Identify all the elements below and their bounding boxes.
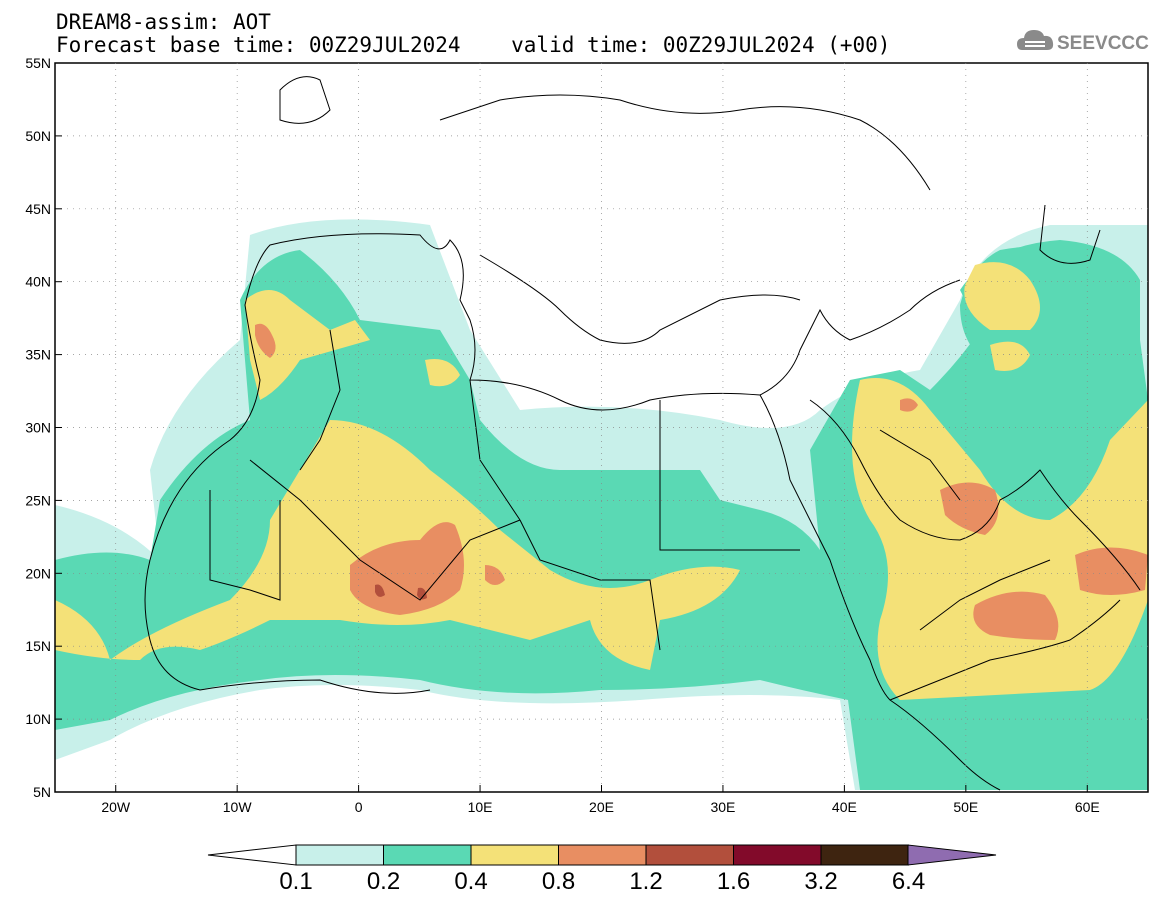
y-tick-label: 50N (25, 128, 51, 144)
y-tick-label: 15N (25, 638, 51, 654)
seevccc-logo: SEEVCCC (1017, 30, 1149, 54)
aot-field (55, 219, 1148, 790)
map-title: DREAM8-assim: AOT (56, 10, 271, 34)
forecast-time-line: Forecast base time: 00Z29JUL2024 valid t… (56, 33, 891, 57)
x-tick-label: 50E (953, 799, 978, 815)
colorbar-label: 1.2 (629, 868, 663, 895)
longitude-axis: 20W 10W 0 10E 20E 30E 40E 50E 60E (101, 785, 1100, 815)
colorbar-label: 0.4 (454, 868, 488, 895)
y-tick-label: 20N (25, 565, 51, 581)
latitude-axis: 5N 10N 15N 20N 25N 30N 35N 40N 45N 50N 55N (25, 55, 62, 800)
y-tick-label: 35N (25, 347, 51, 363)
x-tick-label: 10W (223, 799, 253, 815)
x-tick-label: 30E (710, 799, 735, 815)
x-tick-label: 0 (355, 799, 363, 815)
colorbar-label: 6.4 (891, 868, 926, 895)
x-tick-label: 60E (1075, 799, 1100, 815)
y-tick-label: 45N (25, 201, 51, 217)
colorbar-swatch (383, 844, 472, 866)
x-tick-label: 20E (589, 799, 614, 815)
y-tick-label: 30N (25, 420, 51, 436)
colorbar-label: 0.8 (541, 868, 576, 895)
colorbar-swatch (820, 844, 909, 866)
colorbar-swatch (645, 844, 734, 866)
y-tick-label: 40N (25, 274, 51, 290)
x-tick-label: 10E (468, 799, 493, 815)
svg-text:SEEVCCC: SEEVCCC (1057, 33, 1149, 54)
y-tick-label: 5N (33, 784, 51, 800)
x-tick-label: 40E (832, 799, 857, 815)
colorbar-swatch (733, 844, 822, 866)
y-tick-label: 25N (25, 492, 51, 508)
colorbar-label: 0.2 (366, 868, 401, 895)
graticule (55, 63, 1148, 792)
colorbar-swatch (295, 844, 384, 866)
colorbar-swatch (470, 844, 559, 866)
colorbar-label: 1.6 (716, 868, 751, 895)
colorbar-high-arrow (907, 844, 997, 866)
colorbar-label: 3.2 (804, 868, 838, 895)
colorbar-label: 0.1 (279, 868, 313, 895)
coastlines (144, 76, 1141, 791)
x-tick-label: 20W (101, 799, 131, 815)
y-tick-label: 10N (25, 711, 51, 727)
cloud-icon (1017, 30, 1054, 50)
colorbar-low-arrow (207, 844, 297, 866)
y-tick-label: 55N (25, 55, 51, 71)
colorbar-swatch (558, 844, 647, 866)
